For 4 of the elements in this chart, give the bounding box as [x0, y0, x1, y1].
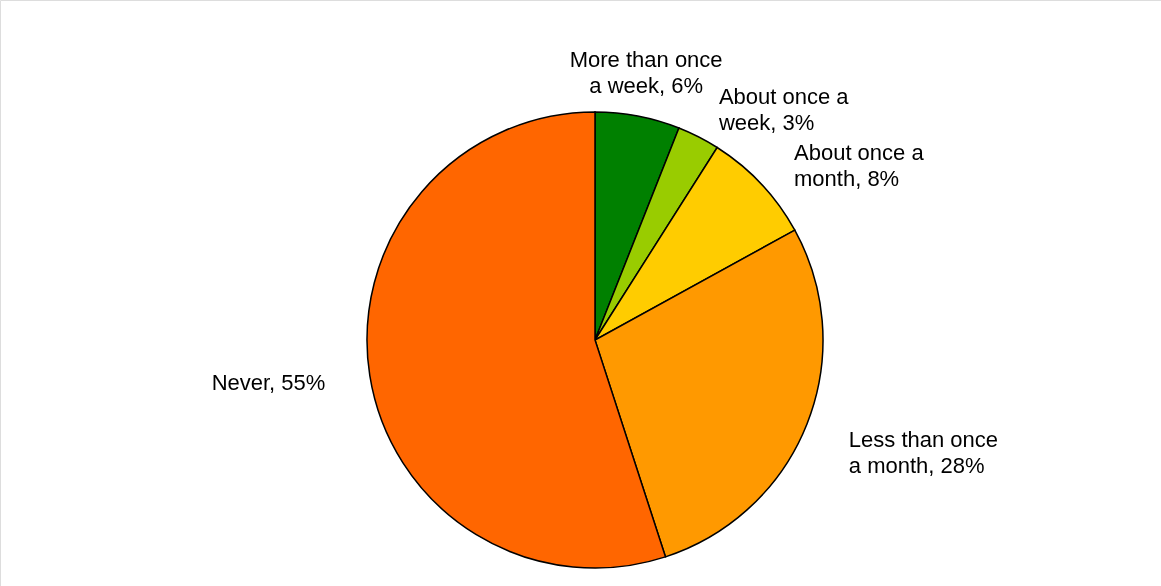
slice-label: Never, 55% — [211, 369, 326, 395]
slice-label: About once a month, 8% — [794, 140, 925, 192]
slice-label: Less than once a month, 28% — [848, 427, 999, 479]
slice-label: About once a week, 3% — [717, 83, 850, 135]
